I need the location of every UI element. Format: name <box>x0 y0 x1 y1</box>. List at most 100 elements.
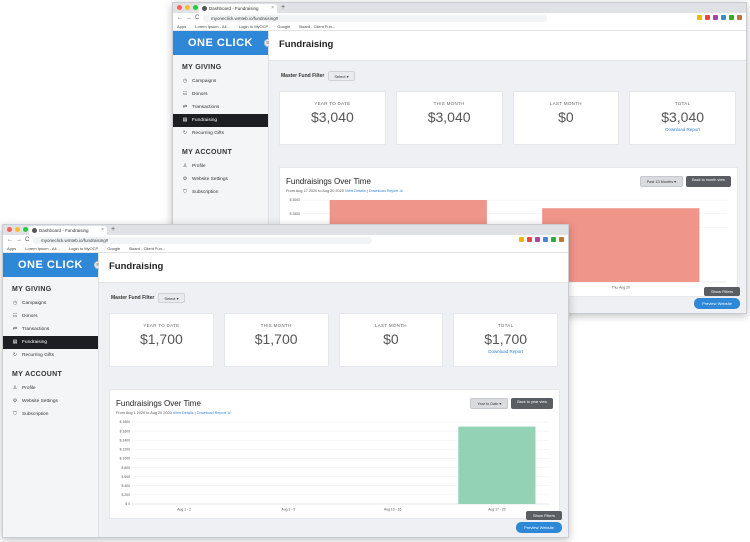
fund-filter-row: Master Fund Filter Select ▾ <box>99 283 568 303</box>
section-header-account: MY ACCOUNT <box>182 149 233 156</box>
bookmark[interactable]: Lorem Ipsum - All... <box>25 246 60 251</box>
view-details-link[interactable]: View Details <box>172 411 194 415</box>
y-tick-label: $ 200 <box>122 493 131 497</box>
back-view-button[interactable]: Back to month view <box>686 176 731 187</box>
gear-icon: ⚙ <box>12 398 18 404</box>
fund-filter-row: Master Fund Filter Select ▾ <box>269 61 746 81</box>
sidebar-item-fundraising[interactable]: ▤ Fundraising <box>3 336 98 349</box>
sidebar-item-profile[interactable]: ♙ Profile <box>3 382 98 395</box>
back-view-button[interactable]: Back to year view <box>511 398 553 409</box>
url-field[interactable]: myoneclick.wmteb.io/fundraising# <box>203 14 547 22</box>
sidebar-item-campaigns[interactable]: ◷ Campaigns <box>173 75 268 88</box>
refresh-icon: ↻ <box>12 352 18 358</box>
sidebar-item-recurring-gifts[interactable]: ↻ Recurring Gifts <box>3 349 98 362</box>
sidebar-item-profile[interactable]: ♙ Profile <box>173 160 268 173</box>
show-filters-button[interactable]: Show Filters <box>703 287 740 296</box>
close-window-button[interactable] <box>7 227 12 232</box>
view-details-link[interactable]: View Details <box>344 189 366 193</box>
extension-icon[interactable] <box>721 15 726 20</box>
download-report-link[interactable]: Download Report <box>665 127 701 132</box>
y-tick-label: $ 400 <box>122 484 131 488</box>
profile-avatar[interactable] <box>559 237 564 242</box>
close-tab-icon[interactable]: × <box>271 5 274 11</box>
range-dropdown[interactable]: Year to Date ▾ <box>470 398 509 409</box>
extension-icon[interactable] <box>543 237 548 242</box>
sidebar-item-fundraising[interactable]: ▤ Fundraising <box>173 114 268 127</box>
minimize-window-button[interactable] <box>185 5 190 10</box>
new-tab-icon[interactable]: + <box>111 226 116 233</box>
bookmark[interactable]: Google <box>107 246 121 251</box>
sidebar-item-subscription[interactable]: ⛉ Subscription <box>3 408 98 421</box>
extension-icon[interactable] <box>535 237 540 242</box>
sidebar-item-label: Campaigns <box>22 301 47 306</box>
filter-label: Master Fund Filter <box>111 295 155 301</box>
bookmark[interactable]: Login to MyOCP <box>68 246 99 251</box>
bookmark[interactable]: Apps <box>7 246 17 251</box>
close-tab-icon[interactable]: × <box>101 227 104 233</box>
download-report-link[interactable]: Download Report <box>488 349 524 354</box>
bookmark[interactable]: Apps <box>177 24 187 29</box>
maximize-window-button[interactable] <box>23 227 28 232</box>
main-content: Fundraising Master Fund Filter Select ▾ … <box>99 253 568 537</box>
stat-label: TOTAL <box>674 101 691 106</box>
nav-buttons[interactable]: ←→C <box>7 237 33 243</box>
download-report-link[interactable]: Download Report ⇲ <box>196 411 231 415</box>
sidebar-item-campaigns[interactable]: ◷ Campaigns <box>3 297 98 310</box>
preview-website-button[interactable]: Preview Website <box>516 522 562 533</box>
minimize-window-button[interactable] <box>15 227 20 232</box>
chart-title: Fundraisings Over Time <box>116 399 201 408</box>
stat-label: YEAR TO DATE <box>143 323 180 328</box>
bookmark[interactable]: Lorem Ipsum - All... <box>195 24 230 29</box>
bookmark[interactable]: Google <box>277 24 291 29</box>
star-icon[interactable] <box>519 237 524 242</box>
bar <box>458 426 536 504</box>
browser-tab[interactable]: Dashboard - Fundraising × <box>29 226 107 235</box>
sidebar-item-donors[interactable]: ☷ Donors <box>3 310 98 323</box>
fund-filter-select[interactable]: Select ▾ <box>158 293 185 303</box>
y-tick-label: $ 1400 <box>120 438 130 442</box>
exchange-icon: ⇄ <box>182 104 188 110</box>
y-tick-label: $ 3000 <box>290 198 300 202</box>
sidebar-item-label: Transactions <box>192 105 220 110</box>
extension-icon[interactable] <box>705 15 710 20</box>
y-tick-label: $ 1800 <box>120 420 130 424</box>
url-field[interactable]: myoneclick.wmteb.io/fundraising# <box>33 236 372 244</box>
show-filters-button[interactable]: Show Filters <box>525 511 562 520</box>
bookmark[interactable]: Board - Client Fun... <box>299 24 336 29</box>
bookmark[interactable]: Board - Client Fun... <box>129 246 166 251</box>
sidebar-item-donors[interactable]: ☷ Donors <box>173 88 268 101</box>
download-report-link[interactable]: Download Report ⇲ <box>368 189 403 193</box>
profile-avatar[interactable] <box>737 15 742 20</box>
x-tick-label: Thu, Aug 20 <box>612 286 630 290</box>
browser-tab[interactable]: Dashboard - Fundraising × <box>199 4 277 13</box>
sidebar: ONE CLICK ≡ MY GIVING ◷ Campaigns ☷ Donors… <box>3 253 102 537</box>
extension-icon[interactable] <box>729 15 734 20</box>
sidebar-item-website-settings[interactable]: ⚙ Website Settings <box>173 173 268 186</box>
extension-icon[interactable] <box>713 15 718 20</box>
extension-icon[interactable] <box>551 237 556 242</box>
close-window-button[interactable] <box>177 5 182 10</box>
extension-icon[interactable] <box>527 237 532 242</box>
range-dropdown[interactable]: Past 13 Months ▾ <box>639 176 684 187</box>
new-tab-icon[interactable]: + <box>281 4 286 11</box>
fund-filter-select[interactable]: Select ▾ <box>328 71 355 81</box>
sidebar-item-transactions[interactable]: ⇄ Transactions <box>173 101 268 114</box>
logo[interactable]: ONE CLICK ≡ <box>173 31 272 55</box>
sidebar-item-transactions[interactable]: ⇄ Transactions <box>3 323 98 336</box>
logo[interactable]: ONE CLICK ≡ <box>3 253 102 277</box>
chart-subtitle: From Aug 1 2020 to Aug 20 2020 View Deta… <box>116 411 231 415</box>
y-tick-label: $ 1600 <box>120 429 130 433</box>
chart-controls: Year to Date ▾ Back to year view <box>470 398 553 409</box>
title-bar: Dashboard - Fundraising × + <box>3 225 568 235</box>
maximize-window-button[interactable] <box>193 5 198 10</box>
preview-website-button[interactable]: Preview Website <box>694 298 740 309</box>
sidebar-item-website-settings[interactable]: ⚙ Website Settings <box>3 395 98 408</box>
user-icon: ♙ <box>182 163 188 169</box>
star-icon[interactable] <box>697 15 702 20</box>
stat-value: $3,040 <box>427 109 471 125</box>
sidebar-item-label: Profile <box>22 386 36 391</box>
sidebar-item-recurring-gifts[interactable]: ↻ Recurring Gifts <box>173 127 268 140</box>
bookmark[interactable]: Login to MyOCP <box>238 24 269 29</box>
nav-buttons[interactable]: ←→C <box>177 15 203 21</box>
sidebar-item-subscription[interactable]: ⛉ Subscription <box>173 186 268 199</box>
